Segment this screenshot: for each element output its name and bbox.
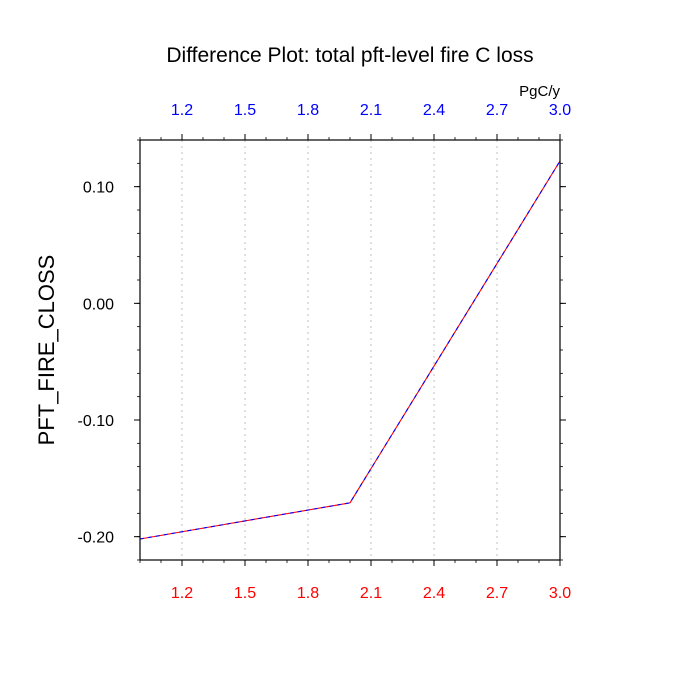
x-tick-label-bottom: 3.0 <box>549 585 571 602</box>
x-tick-label-bottom: 2.4 <box>423 585 445 602</box>
tick-label-layer: 1.2 1.2 1.5 1.5 1.8 1.8 2.1 2.1 2.4 2.4 2.7 2.7 3.0 3… <box>78 102 572 602</box>
x-tick-label-top: 2.1 <box>360 102 382 119</box>
x-tick-label-top: 1.8 <box>297 102 319 119</box>
top-axis-unit-label: PgC/y <box>519 83 560 100</box>
x-tick-label-bottom: 2.7 <box>486 585 508 602</box>
x-tick-label-bottom: 1.5 <box>234 585 256 602</box>
y-tick-label: 0.00 <box>83 296 114 313</box>
grid-layer <box>181 140 561 560</box>
x-tick-label-top: 2.7 <box>486 102 508 119</box>
series-layer <box>139 160 561 540</box>
y-tick-label: -0.20 <box>78 530 115 547</box>
y-tick-label: 0.10 <box>83 180 114 197</box>
series-line-overlay <box>139 160 561 540</box>
x-tick-label-top: 2.4 <box>423 102 445 119</box>
tick-layer <box>134 134 566 566</box>
x-tick-label-top: 3.0 <box>549 102 571 119</box>
chart-title: Difference Plot: total pft-level fire C … <box>166 44 533 67</box>
x-tick-label-bottom: 2.1 <box>360 585 382 602</box>
y-tick-label: -0.10 <box>78 413 115 430</box>
x-tick-label-top: 1.2 <box>171 102 193 119</box>
x-tick-label-top: 1.5 <box>234 102 256 119</box>
x-tick-label-bottom: 1.8 <box>297 585 319 602</box>
y-axis-label: PFT_FIRE_CLOSS <box>34 255 59 446</box>
x-tick-label-bottom: 1.2 <box>171 585 193 602</box>
